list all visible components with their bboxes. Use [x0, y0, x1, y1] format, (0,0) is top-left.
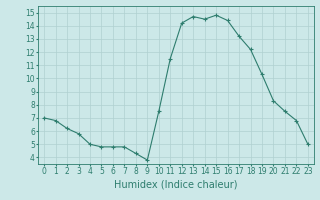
X-axis label: Humidex (Indice chaleur): Humidex (Indice chaleur) — [114, 179, 238, 189]
